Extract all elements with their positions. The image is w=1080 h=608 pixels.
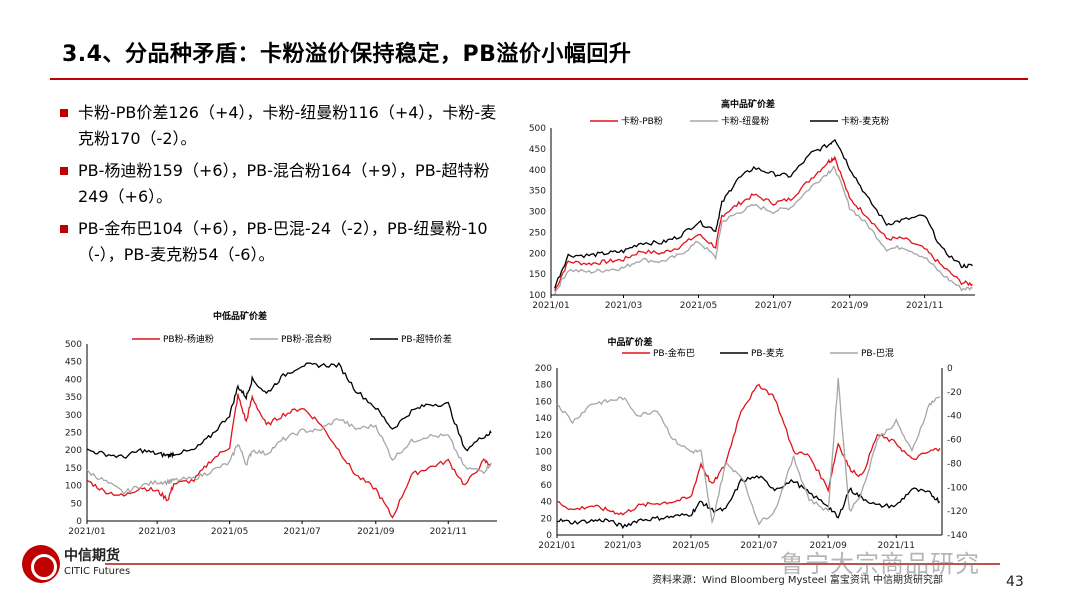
- x-tick-label: 2021/01: [68, 527, 105, 537]
- bullet-item: 卡粉-PB价差126（+4），卡粉-纽曼粉116（+4），卡粉-麦克粉170（-…: [58, 100, 508, 152]
- y-tick-label: 200: [535, 364, 552, 374]
- x-tick-label: 2021/07: [755, 301, 792, 311]
- x-tick-label: 2021/03: [604, 541, 641, 551]
- y-tick-label: 200: [529, 249, 546, 259]
- y-tick-label: 40: [541, 498, 553, 508]
- page-title: 3.4、分品种矛盾：卡粉溢价保持稳定，PB溢价小幅回升: [62, 42, 632, 67]
- y-tick-label: 20: [541, 514, 553, 524]
- y-tick-label: 150: [529, 270, 546, 280]
- y-tick-label: 400: [529, 166, 546, 176]
- y-tick-label: 300: [65, 411, 82, 421]
- y-tick-label: 100: [65, 482, 82, 492]
- legend-label: PB粉-混合粉: [281, 333, 332, 345]
- y2-tick-label: -60: [947, 436, 962, 446]
- series-line: [86, 393, 492, 519]
- x-tick-label: 2021/03: [138, 527, 175, 537]
- y-tick-label: 500: [65, 340, 82, 350]
- y-tick-label: 350: [529, 187, 546, 197]
- y-tick-label: 400: [65, 375, 82, 385]
- x-tick-label: 2021/05: [211, 527, 248, 537]
- y-tick-label: 450: [65, 358, 82, 368]
- x-tick-label: 2021/07: [740, 541, 777, 551]
- x-tick-label: 2021/11: [878, 541, 915, 551]
- bullet-item: PB-金布巴104（+6），PB-巴混-24（-2），PB-纽曼粉-10（-），…: [58, 216, 508, 268]
- x-tick-label: 2021/01: [538, 541, 575, 551]
- chart-title: 高中品矿价差: [721, 98, 775, 110]
- series-line: [554, 165, 973, 295]
- y-tick-label: 200: [65, 446, 82, 456]
- y-tick-label: 300: [529, 208, 546, 218]
- series-line: [86, 361, 492, 459]
- series-line: [554, 138, 973, 289]
- y-tick-label: 250: [65, 429, 82, 439]
- citic-logo-icon: [22, 545, 60, 583]
- y-tick-label: 250: [529, 228, 546, 238]
- source-note: 资料来源：Wind Bloomberg Mysteel 富宝资讯 中信期货研究部: [652, 575, 944, 586]
- legend-label: PB-超特价差: [401, 333, 452, 345]
- y-tick-label: 100: [529, 291, 546, 301]
- bullet-item: PB-杨迪粉159（+6），PB-混合粉164（+9），PB-超特粉249（+6…: [58, 158, 508, 210]
- y2-tick-label: -20: [947, 388, 962, 398]
- y-tick-label: 450: [529, 145, 546, 155]
- y-tick-label: 80: [541, 464, 553, 474]
- y-tick-label: 0: [546, 531, 552, 541]
- y2-tick-label: 0: [947, 364, 953, 374]
- y2-tick-label: -100: [947, 483, 968, 493]
- y2-tick-label: -120: [947, 507, 968, 517]
- legend-label: 卡粉-麦克粉: [841, 115, 889, 127]
- watermark: 鲁宁大宗商品研究: [780, 550, 980, 578]
- series-line: [556, 377, 941, 526]
- bullet-list: 卡粉-PB价差126（+4），卡粉-纽曼粉116（+4），卡粉-麦克粉170（-…: [58, 100, 508, 274]
- logo-en: CITIC Futures: [64, 566, 131, 577]
- citic-logo: 中信期货 CITIC Futures: [22, 545, 130, 583]
- y-tick-label: 120: [535, 431, 552, 441]
- legend-label: 卡粉-PB粉: [621, 115, 663, 127]
- legend-label: PB-麦克: [751, 347, 784, 359]
- y-tick-label: 0: [76, 517, 82, 527]
- legend-label: PB-巴混: [861, 348, 894, 359]
- y-tick-label: 350: [65, 393, 82, 403]
- y2-tick-label: -140: [947, 531, 968, 541]
- y-tick-label: 160: [535, 397, 552, 407]
- footer-divider: [105, 563, 1000, 565]
- x-tick-label: 2021/05: [680, 301, 717, 311]
- x-tick-label: 2021/03: [605, 301, 642, 311]
- page-number: 43: [1006, 574, 1024, 590]
- y-tick-label: 60: [541, 481, 553, 491]
- legend-label: PB-金布巴: [653, 347, 695, 359]
- y-tick-label: 150: [65, 464, 82, 474]
- y2-tick-label: -40: [947, 412, 962, 422]
- logo-cn: 中信期货: [64, 548, 120, 564]
- series-line: [556, 383, 941, 516]
- x-tick-label: 2021/09: [357, 527, 395, 537]
- y-tick-label: 100: [535, 448, 552, 458]
- y-tick-label: 500: [529, 124, 546, 134]
- y-tick-label: 140: [535, 414, 552, 424]
- chart-title: 中品矿价差: [607, 336, 652, 348]
- series-line: [86, 417, 492, 495]
- x-tick-label: 2021/07: [283, 527, 320, 537]
- x-tick-label: 2021/09: [831, 301, 869, 311]
- series-line: [554, 155, 973, 292]
- y-tick-label: 180: [535, 381, 552, 391]
- chart-title: 中低品矿价差: [213, 310, 267, 322]
- y-tick-label: 50: [71, 499, 83, 509]
- series-line: [556, 475, 941, 530]
- x-tick-label: 2021/09: [809, 541, 847, 551]
- legend-label: PB粉-杨迪粉: [163, 333, 214, 345]
- legend-label: 卡粉-纽曼粉: [721, 115, 769, 127]
- x-tick-label: 2021/05: [672, 541, 709, 551]
- x-tick-label: 2021/11: [430, 527, 467, 537]
- title-divider: [50, 78, 1028, 80]
- x-tick-label: 2021/01: [532, 301, 569, 311]
- x-tick-label: 2021/11: [906, 301, 943, 311]
- y2-tick-label: -80: [947, 459, 962, 469]
